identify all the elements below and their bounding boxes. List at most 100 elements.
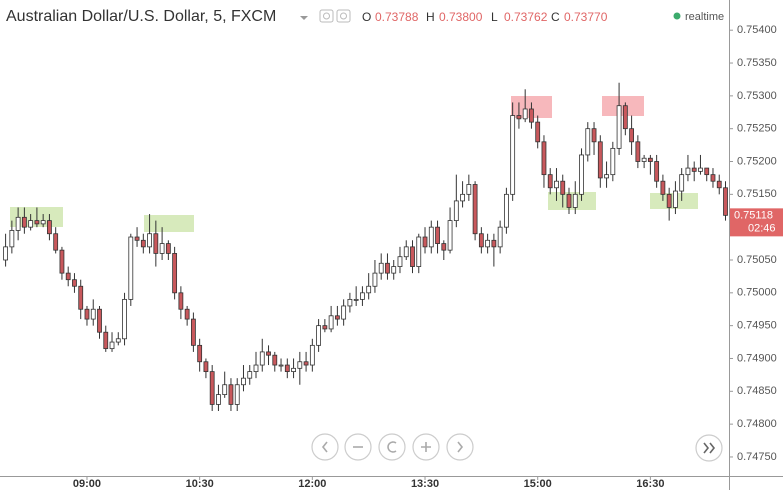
candle-body	[59, 249, 65, 274]
x-tick-label: 10:30	[186, 478, 214, 490]
y-tick-label: 0.75400	[737, 24, 777, 36]
candle-body	[309, 344, 315, 366]
candle-body	[529, 108, 534, 123]
countdown-label: 02:46	[748, 222, 776, 234]
x-tick-label: 15:00	[524, 478, 552, 490]
candle-body	[435, 226, 440, 244]
y-tick-label: 0.75250	[737, 123, 777, 135]
candle-body	[698, 167, 703, 172]
ohlc-value: 0.73800	[439, 10, 483, 24]
candle-body	[547, 174, 553, 189]
candle-body	[503, 193, 509, 228]
candle-body	[90, 308, 96, 320]
candle-body	[184, 308, 190, 320]
candle-body	[691, 167, 697, 172]
candle-body	[84, 308, 90, 320]
candle-body	[322, 325, 328, 330]
reset-icon	[387, 441, 397, 453]
candle-body	[391, 266, 397, 274]
y-tick-label: 0.75000	[737, 287, 777, 299]
plus-icon	[421, 442, 431, 452]
settings-icon-gear	[340, 12, 347, 20]
candle-body	[428, 226, 434, 248]
candle-body	[253, 364, 259, 373]
candle-body	[660, 180, 666, 195]
x-tick-label: 12:00	[298, 478, 326, 490]
candle-body	[278, 364, 284, 367]
candle-body	[685, 167, 691, 176]
y-tick-label: 0.74950	[737, 320, 777, 332]
candle-body	[65, 272, 71, 281]
candle-body	[516, 115, 522, 120]
right-icon	[457, 441, 464, 453]
last-price-label: 0.75118	[734, 209, 773, 221]
settings-icon[interactable]	[336, 9, 351, 23]
candle-body	[47, 220, 52, 235]
candle-body	[723, 187, 728, 216]
candle-body	[460, 193, 465, 202]
candle-body	[422, 236, 428, 248]
candle-body	[34, 220, 40, 225]
candle-body	[347, 298, 353, 307]
y-tick-label: 0.74850	[737, 385, 777, 397]
candle-body	[416, 236, 422, 267]
ohlc-key: O	[362, 10, 371, 24]
candle-body	[378, 262, 384, 274]
candle-body	[366, 285, 372, 294]
candle-body	[203, 361, 209, 373]
x-tick-label: 13:30	[411, 478, 439, 490]
scroll-right-button[interactable]	[446, 433, 474, 461]
y-tick-label: 0.74900	[737, 352, 777, 364]
candle-body	[222, 384, 228, 395]
candle-body	[716, 180, 722, 189]
candle-body	[541, 141, 547, 176]
candle-body	[554, 180, 559, 189]
scroll-left-button[interactable]	[311, 433, 339, 461]
candle-body	[353, 298, 359, 301]
ohlc-key: L	[491, 10, 498, 24]
candle-body	[241, 377, 246, 386]
candle-body	[28, 220, 34, 228]
candle-body	[403, 246, 409, 258]
candle-body	[259, 351, 265, 366]
last-price-box	[730, 208, 783, 237]
ohlc-value: 0.73770	[564, 10, 608, 24]
candle-body	[165, 243, 171, 254]
candle-body	[316, 325, 322, 346]
candle-body	[447, 220, 453, 251]
candle-body	[328, 315, 334, 330]
plot-area	[3, 82, 728, 412]
candle-body	[535, 121, 541, 143]
ohlc-value: 0.73762	[504, 10, 548, 24]
candle-body	[604, 174, 609, 179]
candle-body	[560, 180, 566, 195]
candle-body	[297, 361, 303, 369]
candle-body	[272, 354, 278, 366]
candle-body	[15, 216, 21, 231]
candle-body	[53, 233, 59, 251]
candle-body	[103, 331, 109, 350]
candle-body	[610, 147, 616, 176]
reset-button[interactable]	[378, 433, 406, 461]
candle-body	[303, 361, 309, 366]
candle-body	[159, 243, 165, 254]
dropdown-caret[interactable]	[300, 16, 308, 20]
candle-body	[97, 308, 102, 333]
snapshot-icon-lens	[323, 12, 330, 20]
snapshot-icon[interactable]	[319, 9, 334, 23]
support-box	[548, 192, 596, 210]
candle-body	[78, 285, 84, 310]
y-tick-label: 0.74750	[737, 451, 777, 463]
candle-body	[197, 344, 203, 363]
candle-body	[597, 141, 603, 179]
candle-body	[153, 233, 159, 254]
candle-body	[710, 174, 716, 182]
candle-body	[679, 174, 685, 192]
candle-body	[579, 154, 584, 195]
candle-body	[385, 262, 390, 274]
candle-body	[397, 256, 403, 267]
candle-body	[673, 190, 678, 208]
candle-body	[172, 253, 178, 294]
y-tick-label: 0.75300	[737, 90, 777, 102]
